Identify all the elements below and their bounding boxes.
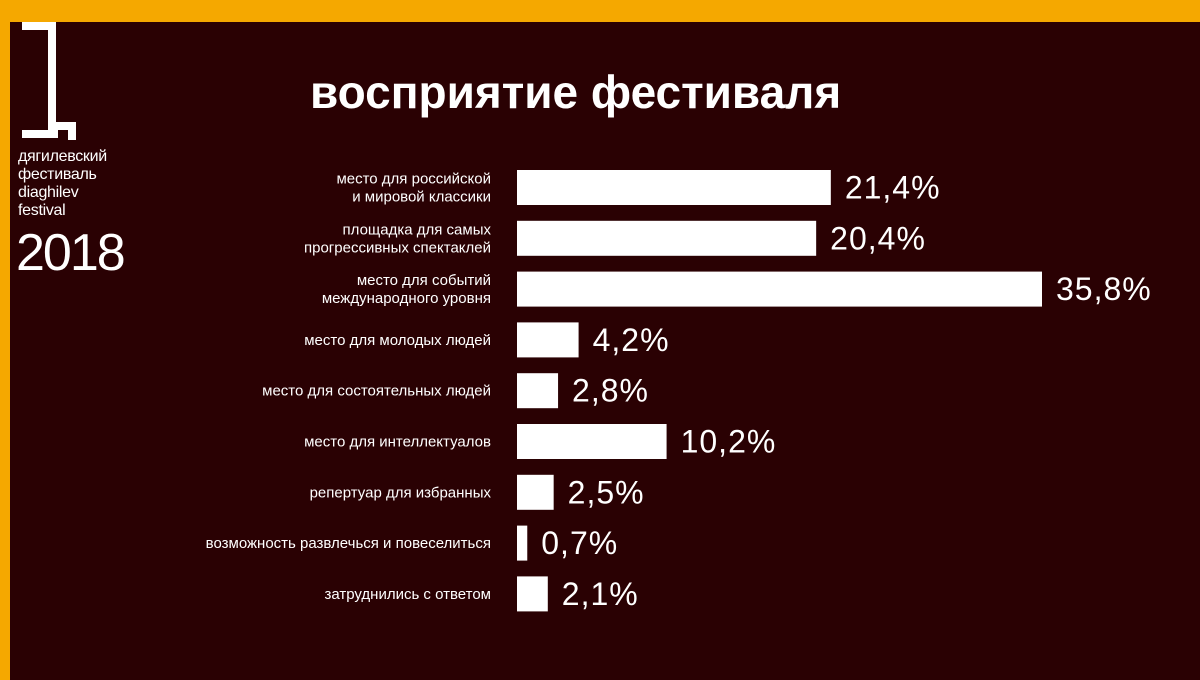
category-label-2-line-1: площадка для самых xyxy=(343,221,492,238)
bar-3 xyxy=(517,271,1042,307)
festival-logo: дягилевский фестиваль diaghilev festival… xyxy=(16,22,148,282)
category-label-3-line-1: место для событий xyxy=(357,272,491,289)
chart-title: восприятие фестиваля xyxy=(310,66,842,118)
category-label-5-line-1: место для состоятельных людей xyxy=(262,383,491,400)
logo-line-1: дягилевский xyxy=(18,148,107,165)
bar-8 xyxy=(517,525,528,561)
category-label-6-line-1: место для интеллектуалов xyxy=(304,434,491,451)
logo-year: 2018 xyxy=(16,224,126,282)
bar-4 xyxy=(517,322,579,358)
value-label-3: 35,8% xyxy=(1056,271,1152,307)
category-label-8-line-1: возможность развлечься и повеселиться xyxy=(206,535,491,552)
value-label-9: 2,1% xyxy=(562,576,639,612)
chart-panel xyxy=(10,22,1188,680)
bar-2 xyxy=(517,220,817,256)
value-label-7: 2,5% xyxy=(568,474,645,510)
value-label-2: 20,4% xyxy=(830,220,926,256)
bar-9 xyxy=(517,576,548,612)
value-label-1: 21,4% xyxy=(845,170,941,206)
logo-line-3: diaghilev xyxy=(18,184,79,201)
category-label-4-line-1: место для молодых людей xyxy=(304,332,491,349)
bar-6 xyxy=(517,424,667,459)
value-label-4: 4,2% xyxy=(593,322,670,358)
bar-7 xyxy=(517,474,554,510)
value-label-8: 0,7% xyxy=(541,525,618,561)
category-label-1-line-2: и мировой классики xyxy=(352,189,491,206)
bar-1 xyxy=(517,170,831,205)
diaghilev-festival-glyph-icon xyxy=(22,22,76,140)
frame-top-bar xyxy=(0,0,1200,22)
category-label-1-line-1: место для российской xyxy=(336,171,491,188)
category-label-9-line-1: затруднились с ответом xyxy=(324,586,491,603)
value-label-6: 10,2% xyxy=(681,424,777,460)
category-label-2-line-2: прогрессивных спектаклей xyxy=(304,239,491,256)
logo-wordmark: дягилевский фестиваль diaghilev festival xyxy=(18,148,107,220)
category-label-7-line-1: репертуар для избранных xyxy=(310,484,492,501)
logo-line-4: festival xyxy=(18,202,66,219)
value-label-5: 2,8% xyxy=(572,373,649,409)
category-label-3-line-2: международного уровня xyxy=(322,290,491,307)
bar-5 xyxy=(517,373,559,409)
logo-line-2: фестиваль xyxy=(18,166,97,183)
frame-left-bar xyxy=(0,0,10,680)
